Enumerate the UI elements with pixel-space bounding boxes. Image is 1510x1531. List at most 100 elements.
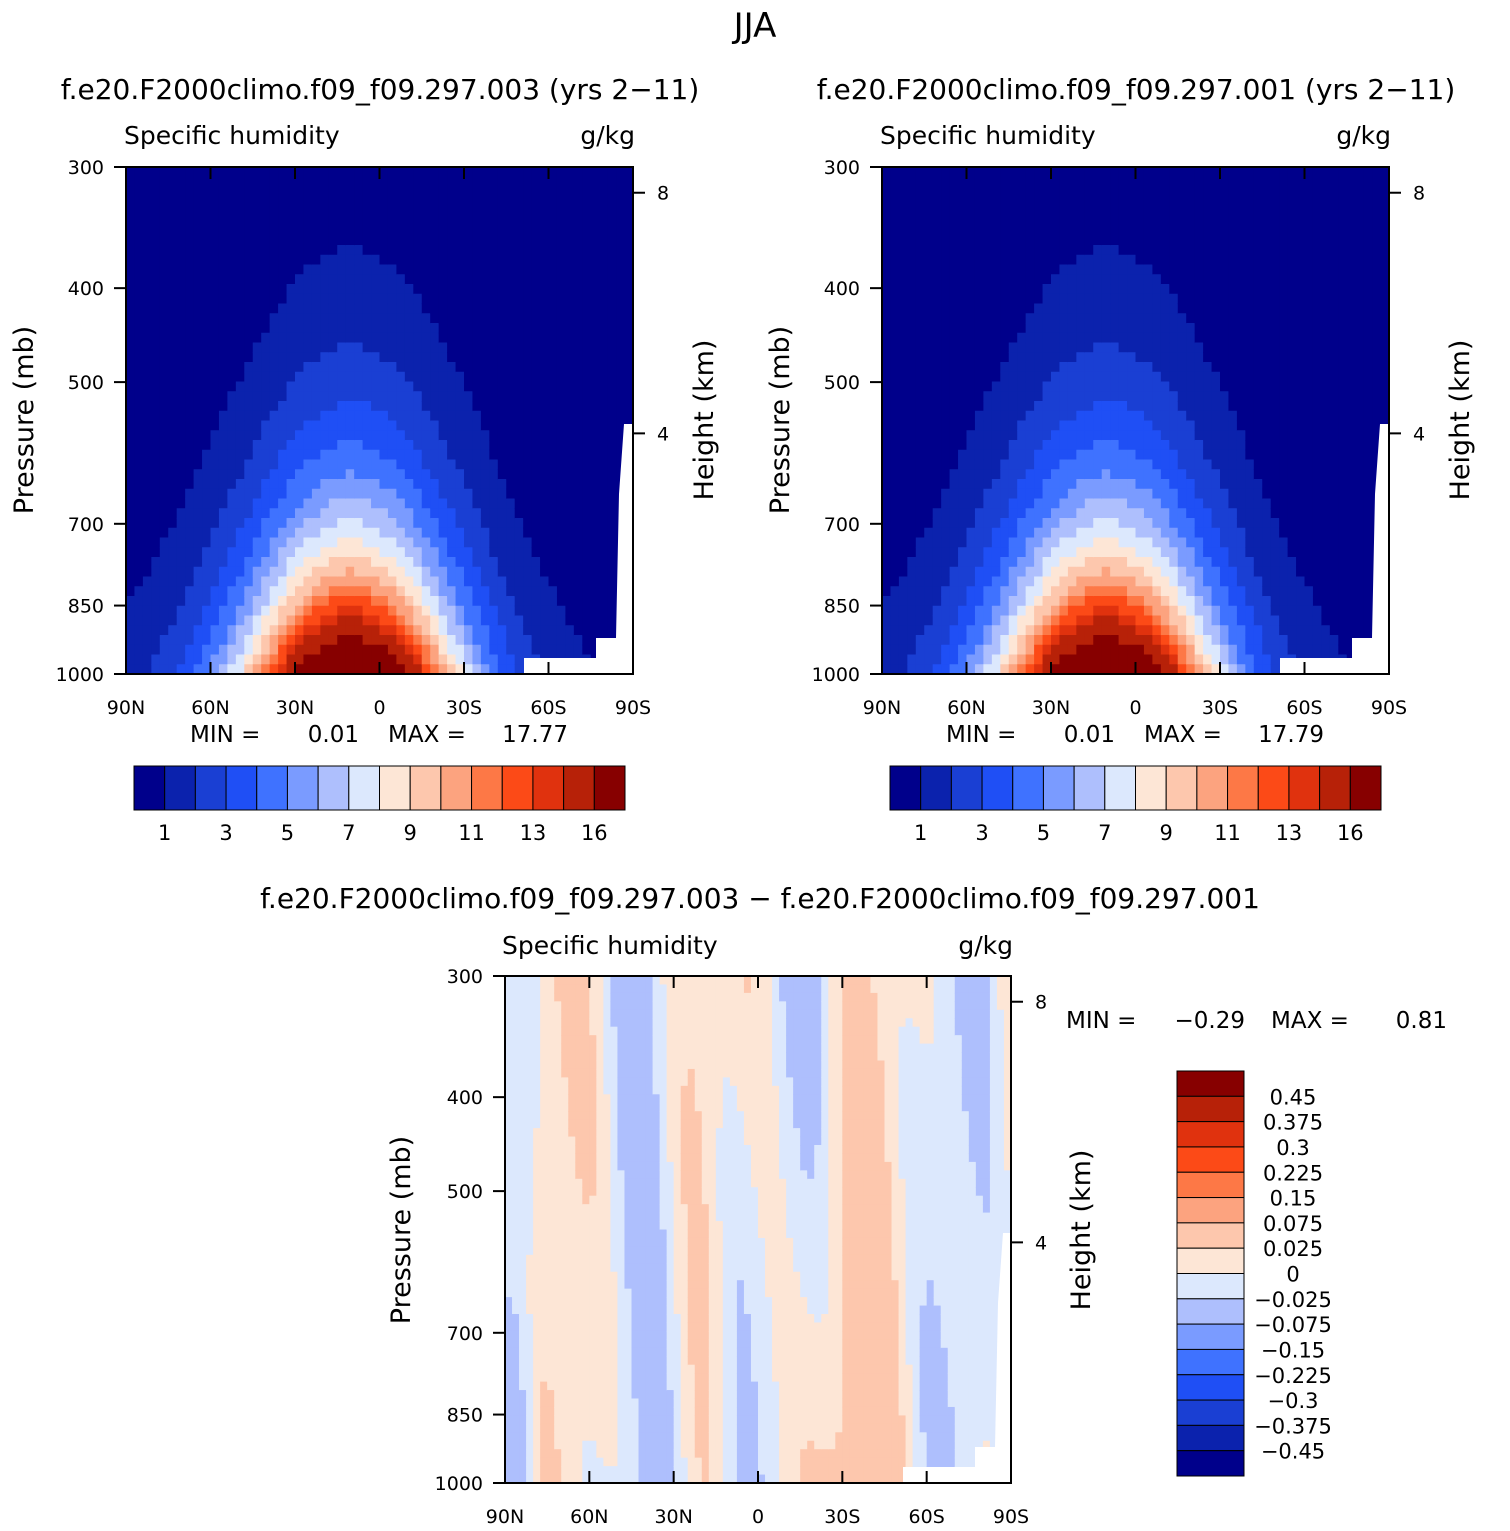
contour-cell xyxy=(1169,381,1179,392)
contour-cell xyxy=(907,410,917,422)
contour-cell xyxy=(447,527,457,539)
contour-cell xyxy=(590,449,600,461)
contour-cell xyxy=(907,664,917,674)
contour-cell xyxy=(371,654,381,665)
contour-cell xyxy=(932,644,942,656)
contour-cell xyxy=(269,488,279,500)
contour-cell xyxy=(464,498,474,509)
contour-cell xyxy=(1127,401,1137,412)
contour-cell xyxy=(1067,547,1077,558)
contour-cell xyxy=(1008,586,1018,597)
contour-cell xyxy=(1118,654,1128,665)
contour-cell xyxy=(974,576,984,587)
contour-cell xyxy=(311,566,321,578)
contour-cell xyxy=(1143,586,1153,597)
contour-cell xyxy=(387,381,397,392)
contour-cell xyxy=(907,225,917,236)
contour-cell xyxy=(1017,284,1027,295)
contour-cell xyxy=(1169,323,1179,334)
contour-cell xyxy=(235,596,245,607)
contour-cell xyxy=(599,176,609,188)
contour-cell xyxy=(362,615,372,626)
contour-cell xyxy=(278,420,288,431)
contour-cell xyxy=(337,235,347,246)
contour-cell xyxy=(252,596,262,607)
contour-cell xyxy=(548,469,558,480)
contour-cell xyxy=(345,381,355,392)
contour-cell xyxy=(210,488,220,500)
contour-cell xyxy=(295,498,305,509)
contour-cell xyxy=(210,196,220,207)
contour-cell xyxy=(1169,332,1179,344)
contour-cell xyxy=(438,274,448,285)
contour-cell xyxy=(907,508,917,519)
contour-cell xyxy=(328,527,338,539)
contour-cell xyxy=(932,566,942,578)
contour-cell xyxy=(966,167,976,178)
colorbar-label: 5 xyxy=(281,821,294,845)
contour-cell xyxy=(396,196,406,207)
contour-cell xyxy=(907,264,917,275)
contour-cell xyxy=(1076,167,1086,178)
contour-cell xyxy=(354,206,364,217)
contour-cell xyxy=(523,371,533,383)
contour-cell xyxy=(599,342,609,353)
contour-cell xyxy=(1101,635,1111,646)
contour-cell xyxy=(430,440,440,451)
colorbar-label: 16 xyxy=(581,821,608,845)
contour-cell xyxy=(1169,401,1179,412)
contour-cell xyxy=(438,186,448,197)
contour-cell xyxy=(556,644,566,656)
contour-cell xyxy=(565,576,575,587)
contour-cell xyxy=(455,186,465,197)
contour-cell xyxy=(548,547,558,558)
contour-cell xyxy=(252,225,262,236)
contour-cell xyxy=(506,625,516,636)
contour-cell xyxy=(269,215,279,227)
contour-cell xyxy=(582,274,592,285)
contour-cell xyxy=(193,420,203,431)
contour-cell xyxy=(185,498,195,509)
contour-cell xyxy=(1076,635,1086,646)
contour-cell xyxy=(548,381,558,392)
contour-cell xyxy=(252,167,262,178)
contour-cell xyxy=(311,284,321,295)
contour-cell xyxy=(991,381,1001,392)
contour-cell xyxy=(328,518,338,529)
contour-cell xyxy=(932,654,942,665)
panel-1-max-label: MAX = xyxy=(388,722,466,748)
contour-cell xyxy=(1160,206,1170,217)
contour-cell xyxy=(1093,635,1103,646)
contour-cell xyxy=(185,410,195,422)
contour-cell xyxy=(193,215,203,227)
contour-cell xyxy=(193,469,203,480)
contour-cell xyxy=(235,196,245,207)
contour-cell xyxy=(607,508,617,519)
contour-cell xyxy=(1135,352,1145,363)
contour-cell xyxy=(1076,527,1086,539)
contour-cell xyxy=(421,586,431,597)
contour-cell xyxy=(941,576,951,587)
contour-cell xyxy=(966,430,976,441)
contour-cell xyxy=(252,527,262,539)
contour-cell xyxy=(1042,527,1052,539)
contour-cell xyxy=(523,352,533,363)
contour-cell xyxy=(396,605,406,617)
contour-cell xyxy=(506,537,516,548)
contour-cell xyxy=(176,293,186,305)
contour-cell xyxy=(624,186,633,197)
contour-cell xyxy=(430,566,440,578)
contour-cell xyxy=(882,313,892,324)
contour-cell xyxy=(261,167,271,178)
contour-cell xyxy=(168,644,178,656)
contour-cell xyxy=(1135,332,1145,344)
contour-cell xyxy=(379,196,389,207)
contour-cell xyxy=(1160,488,1170,500)
contour-cell xyxy=(345,479,355,490)
contour-cell xyxy=(244,284,254,295)
contour-cell xyxy=(915,420,925,431)
contour-cell xyxy=(404,557,414,568)
contour-cell xyxy=(582,225,592,236)
contour-cell xyxy=(311,615,321,626)
contour-cell xyxy=(1076,596,1086,607)
